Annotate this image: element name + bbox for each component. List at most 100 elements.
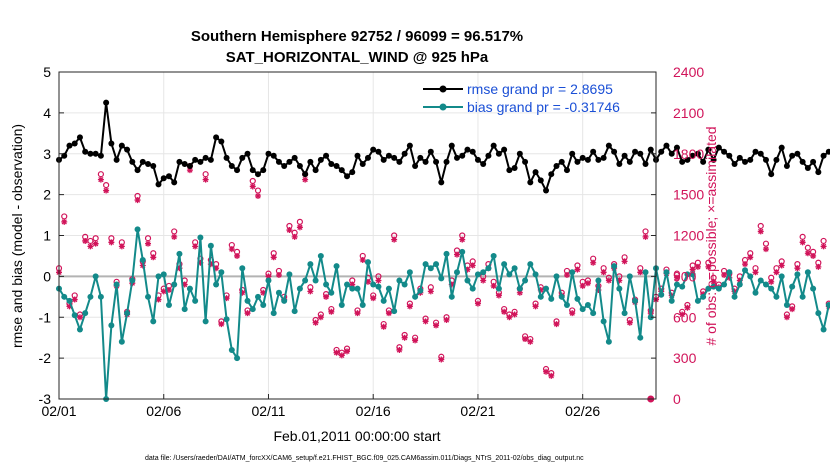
bias-point bbox=[789, 283, 796, 290]
obs-assimilated-point bbox=[506, 314, 513, 321]
x-tick-label: 02/06 bbox=[146, 403, 181, 419]
obs-possible-point bbox=[171, 228, 178, 235]
bias-point bbox=[354, 285, 361, 292]
bias-point bbox=[349, 285, 356, 292]
rmse-point bbox=[679, 158, 686, 165]
bias-point bbox=[804, 269, 811, 276]
rmse-point bbox=[721, 148, 728, 155]
obs-possible-point bbox=[61, 213, 68, 220]
obs-assimilated-point bbox=[244, 310, 251, 317]
rmse-point bbox=[658, 148, 665, 155]
bias-point bbox=[317, 252, 324, 259]
y2-tick-label: 600 bbox=[673, 309, 697, 325]
y2-tick-label: 300 bbox=[673, 350, 697, 366]
rmse-point bbox=[543, 187, 550, 194]
obs-assimilated-point bbox=[778, 262, 785, 269]
rmse-point bbox=[87, 150, 94, 157]
obs-assimilated-point bbox=[87, 243, 94, 250]
y-tick-label: 4 bbox=[43, 105, 51, 121]
rmse-point bbox=[621, 152, 628, 159]
bias-point bbox=[312, 277, 319, 284]
rmse-point bbox=[637, 150, 644, 157]
bias-point bbox=[291, 308, 298, 315]
rmse-point bbox=[124, 146, 131, 153]
obs-assimilated-point bbox=[689, 266, 696, 273]
obs-assimilated-point bbox=[197, 259, 204, 266]
bias-point bbox=[82, 310, 89, 317]
obs-assimilated-point bbox=[762, 246, 769, 253]
rmse-point bbox=[768, 171, 775, 178]
bias-point bbox=[307, 261, 314, 268]
rmse-point bbox=[239, 154, 246, 161]
obs-possible-point bbox=[254, 187, 262, 194]
obs-assimilated-point bbox=[103, 187, 110, 194]
bias-point bbox=[684, 271, 691, 278]
rmse-point bbox=[684, 156, 691, 163]
bias-point bbox=[433, 261, 440, 268]
obs-assimilated-point bbox=[359, 257, 366, 264]
obs-assimilated-point bbox=[255, 192, 261, 199]
obs-assimilated-point bbox=[480, 277, 487, 284]
bias-point bbox=[145, 293, 152, 300]
obs-assimilated-point bbox=[537, 287, 544, 293]
rmse-point bbox=[286, 158, 293, 165]
obs-assimilated-point bbox=[401, 334, 408, 341]
bias-point bbox=[207, 242, 214, 249]
bias-point bbox=[616, 285, 623, 292]
rmse-point bbox=[778, 144, 785, 151]
rmse-point bbox=[338, 167, 345, 174]
bias-point bbox=[464, 277, 471, 284]
bias-point bbox=[558, 293, 565, 300]
obs-assimilated-point bbox=[773, 269, 780, 276]
bias-point bbox=[265, 277, 272, 284]
bias-point bbox=[668, 297, 675, 304]
obs-assimilated-point bbox=[317, 314, 324, 321]
bias-point bbox=[736, 281, 743, 288]
bias-point bbox=[412, 293, 419, 300]
bias-point bbox=[506, 271, 513, 278]
bias-point bbox=[632, 297, 639, 304]
bias-point bbox=[443, 250, 450, 257]
obs-assimilated-point bbox=[92, 240, 99, 247]
bias-point bbox=[370, 281, 377, 288]
obs-assimilated-point bbox=[522, 336, 529, 343]
bias-point bbox=[139, 257, 146, 264]
bias-point bbox=[61, 293, 68, 300]
rmse-point bbox=[145, 160, 152, 167]
obs-possible-point bbox=[804, 244, 811, 251]
bias-point bbox=[752, 289, 759, 296]
bias-point bbox=[333, 263, 340, 270]
bias-point bbox=[595, 277, 602, 284]
rmse-point bbox=[160, 175, 167, 182]
obs-assimilated-point bbox=[323, 293, 330, 300]
bias-point bbox=[165, 301, 172, 308]
obs-assimilated-point bbox=[307, 288, 314, 295]
y-tick-label: -1 bbox=[39, 309, 52, 325]
bias-point bbox=[626, 273, 633, 280]
y2-tick-label: 1200 bbox=[673, 228, 704, 244]
rmse-point bbox=[647, 146, 654, 153]
rmse-point bbox=[129, 158, 136, 165]
obs-assimilated-point bbox=[710, 278, 717, 285]
bias-point bbox=[485, 265, 492, 272]
bias-point bbox=[396, 277, 403, 284]
bias-point bbox=[522, 277, 529, 284]
obs-assimilated-point bbox=[328, 308, 335, 315]
rmse-point bbox=[443, 158, 450, 165]
rmse-point bbox=[344, 173, 351, 180]
x-tick-label: 02/26 bbox=[565, 403, 600, 419]
rmse-point bbox=[459, 152, 466, 159]
rmse-point bbox=[537, 177, 544, 184]
obs-possible-point bbox=[799, 233, 806, 240]
bias-point bbox=[810, 285, 817, 292]
rmse-point bbox=[710, 156, 717, 163]
rmse-point bbox=[139, 158, 146, 165]
obs-assimilated-point bbox=[265, 273, 272, 280]
rmse-point bbox=[799, 158, 806, 165]
obs-possible-point bbox=[92, 235, 99, 242]
rmse-point bbox=[317, 156, 324, 163]
bias-series bbox=[56, 226, 830, 402]
rmse-point bbox=[558, 158, 565, 165]
obs-assimilated-point bbox=[553, 321, 560, 328]
bias-point bbox=[260, 301, 267, 308]
